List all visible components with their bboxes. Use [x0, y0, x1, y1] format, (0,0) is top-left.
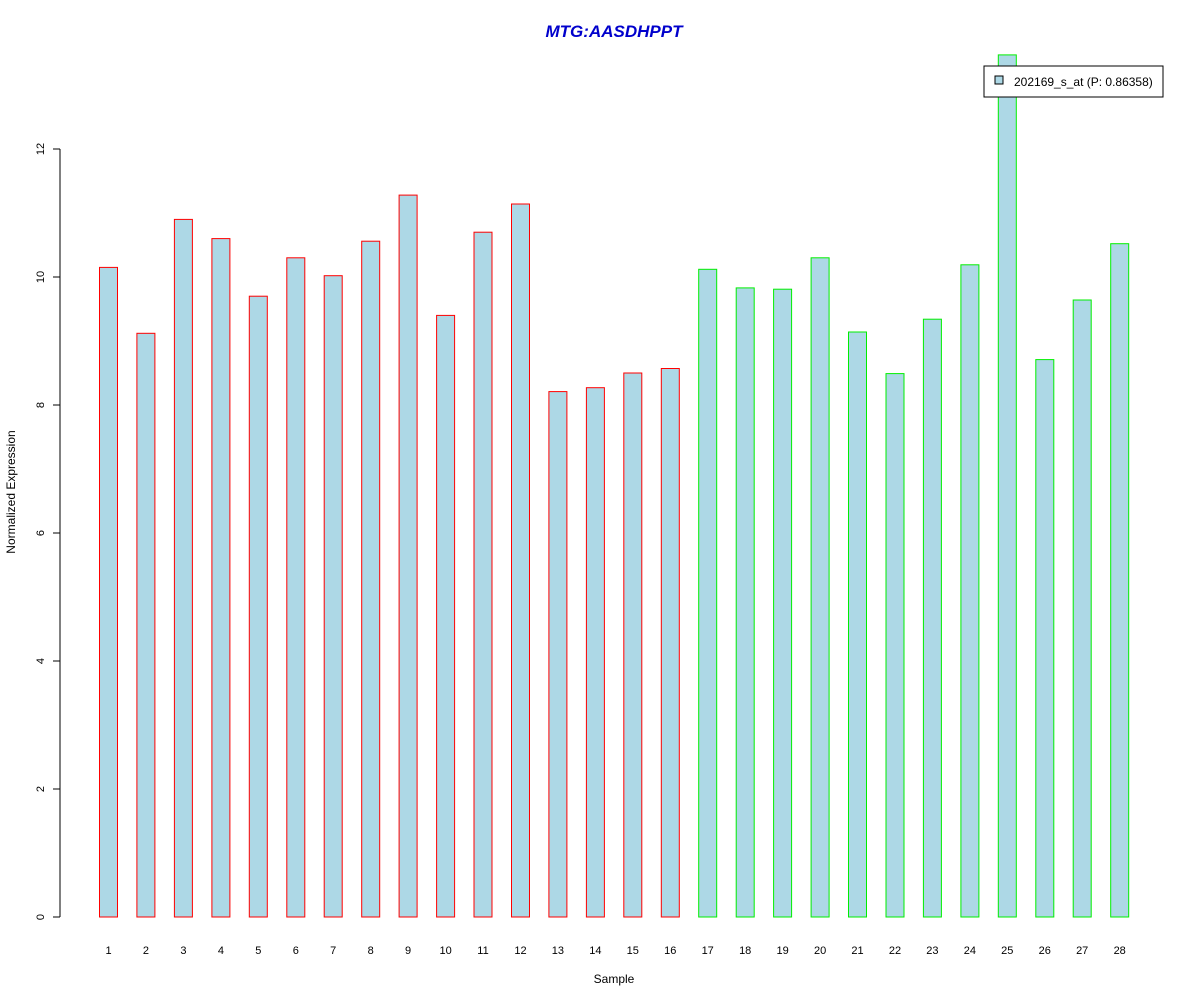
bar-sample-27	[1072, 299, 1092, 918]
bar-sample-14	[585, 387, 605, 918]
bar-sample-21	[848, 331, 867, 918]
x-tick-label: 8	[368, 945, 374, 957]
bar-sample-22	[885, 373, 905, 918]
chart-title: MTG:AASDHPPT	[546, 22, 685, 41]
bars	[99, 54, 1130, 918]
y-axis-label: Normalized Expression	[4, 430, 18, 553]
y-tick-label: 12	[35, 143, 47, 155]
x-tick-label: 16	[664, 945, 676, 957]
x-tick-label: 18	[739, 945, 751, 957]
bar-sample-13	[548, 391, 568, 918]
x-tick-label: 7	[330, 945, 336, 957]
bar-sample-18	[735, 287, 755, 918]
x-tick-label: 17	[702, 945, 714, 957]
y-tick-label: 4	[35, 658, 47, 664]
x-tick-label: 14	[589, 945, 601, 957]
x-tick-label: 20	[814, 945, 826, 957]
x-tick-label: 25	[1001, 945, 1013, 957]
y-tick-label: 8	[35, 402, 47, 408]
legend-box	[983, 65, 1164, 98]
bar-sample-5	[248, 295, 268, 918]
x-tick-label: 19	[776, 945, 788, 957]
bar-sample-26	[1035, 359, 1055, 918]
bar-sample-10	[436, 314, 456, 918]
legend-label: 202169_s_at (P: 0.86358)	[1014, 75, 1153, 89]
bar-sample-20	[810, 257, 830, 918]
bar-sample-12	[511, 203, 530, 918]
legend: 202169_s_at (P: 0.86358)	[983, 65, 1164, 98]
y-tick-label: 2	[35, 786, 47, 792]
x-tick-label: 11	[477, 945, 488, 957]
y-tick-label: 10	[35, 271, 47, 283]
x-tick-label: 3	[180, 945, 186, 957]
bar-sample-3	[173, 218, 193, 918]
bar-sample-16	[660, 368, 680, 918]
bar-sample-23	[922, 318, 942, 918]
bar-sample-19	[773, 288, 793, 918]
x-tick-labels: 1 2 3 4 5 6 7 8 9 10 11 12 13 14 15 16 17 18 19 20 21 22 23 24 2…	[105, 945, 1125, 957]
legend-swatch	[994, 75, 1004, 85]
bar-sample-2	[136, 332, 156, 918]
bar-sample-6	[286, 257, 306, 918]
bar-sample-11	[473, 231, 493, 918]
bar-sample-25	[997, 54, 1017, 918]
y-tick-label: 0	[35, 914, 47, 920]
x-tick-label: 6	[293, 945, 299, 957]
x-tick-label: 5	[255, 945, 261, 957]
x-tick-label: 27	[1076, 945, 1088, 957]
x-tick-label: 28	[1114, 945, 1126, 957]
y-tick-label: 6	[35, 530, 47, 536]
y-ticks: 0 2 4 6 8 10 12	[35, 143, 60, 920]
bar-sample-7	[323, 275, 343, 918]
x-tick-label: 26	[1039, 945, 1051, 957]
x-tick-label: 2	[143, 945, 149, 957]
bar-sample-15	[623, 372, 643, 918]
bar-sample-9	[398, 194, 418, 918]
x-tick-label: 12	[514, 945, 526, 957]
bar-sample-4	[211, 238, 231, 918]
bar-sample-17	[698, 268, 718, 918]
x-tick-label: 22	[889, 945, 901, 957]
x-tick-label: 1	[105, 945, 111, 957]
x-tick-label: 21	[851, 945, 863, 957]
x-tick-label: 24	[964, 945, 976, 957]
bar-sample-1	[99, 266, 118, 918]
x-tick-label: 15	[627, 945, 639, 957]
x-tick-label: 9	[405, 945, 411, 957]
x-tick-label: 23	[926, 945, 938, 957]
bar-sample-8	[361, 240, 381, 918]
bar-sample-28	[1110, 243, 1130, 918]
x-tick-label: 10	[439, 945, 451, 957]
bar-sample-24	[960, 264, 980, 918]
x-axis-label: Sample	[594, 972, 635, 986]
x-tick-label: 13	[552, 945, 564, 957]
x-tick-label: 4	[218, 945, 224, 957]
y-axis: 0 2 4 6 8 10 12	[35, 143, 61, 920]
